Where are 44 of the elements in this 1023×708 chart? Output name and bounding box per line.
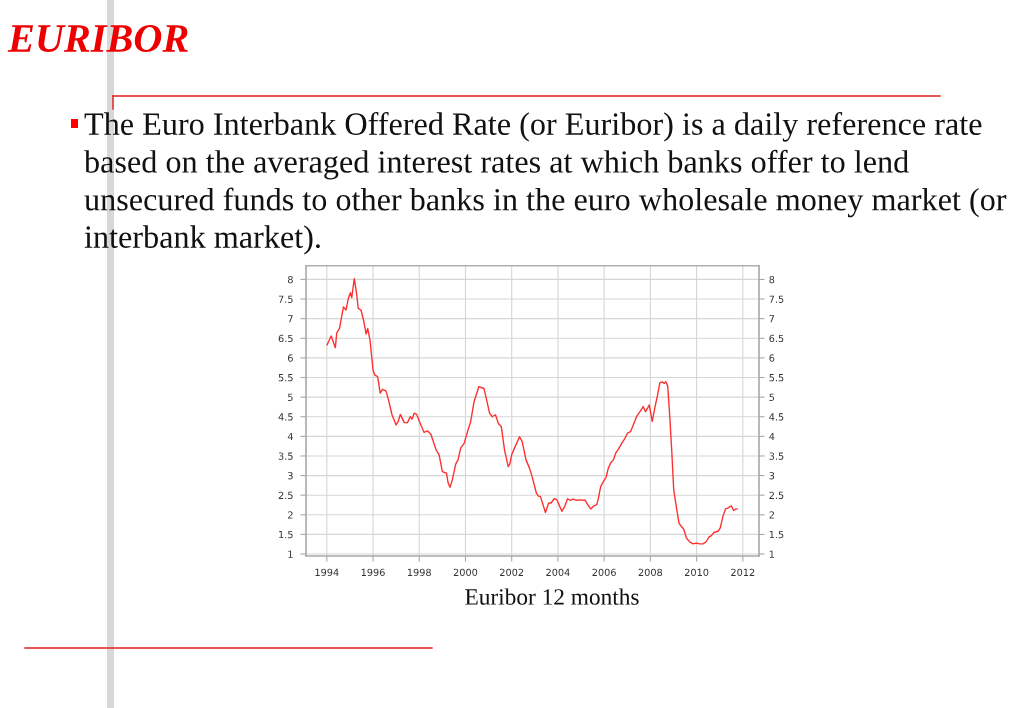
- y2-tick-label: 2.5: [769, 491, 784, 500]
- y-tick-label: 7.5: [278, 295, 293, 303]
- y-tick-label: 6: [287, 354, 293, 362]
- y2-tick-label: 5: [769, 393, 775, 401]
- y-tick-label: 2.5: [278, 491, 293, 500]
- x-tick-label: 1996: [361, 568, 385, 577]
- text: Euribor 12 months: [465, 588, 639, 605]
- text: The Euro Interbank Offered Rate (or Euribor) is a daily reference rate based on the averaged interest rates at which banks offer to lend unsecured funds to other banks in the euro wholesale money market (or interbank market).: [84, 112, 1007, 255]
- y2-tick-label: 6: [769, 354, 775, 362]
- x-tick-label: 2010: [684, 568, 709, 577]
- y2-tick-label: 6.5: [769, 334, 784, 343]
- x-tick-label: 2012: [731, 568, 755, 577]
- y-tick-label: 6.5: [278, 334, 293, 343]
- y-tick-label: 5: [288, 393, 293, 401]
- x-tick-label: 2004: [546, 568, 570, 577]
- y-tick-label: 3.5: [278, 452, 293, 460]
- y2-tick-label: 7.5: [769, 295, 784, 303]
- y2-tick-label: 8: [769, 275, 775, 284]
- y2-tick-label: 2: [769, 511, 774, 519]
- x-tick-label: 2006: [592, 568, 616, 577]
- y-tick-label: 3: [288, 472, 293, 480]
- x-tick-label: 2000: [453, 568, 478, 577]
- x-tick-label: 2008: [638, 568, 663, 577]
- y-tick-label: 7: [288, 315, 293, 323]
- y2-tick-label: 4.5: [769, 413, 784, 421]
- y-tick-label: 2: [288, 511, 293, 519]
- line-series: [326, 277, 738, 545]
- y2-tick-label: 3: [769, 472, 775, 480]
- y2-tick-label: 1.5: [769, 531, 784, 539]
- y2-tick-label: 4: [769, 432, 775, 441]
- y-tick-label: 5.5: [278, 374, 293, 382]
- y2-tick-label: 1: [769, 550, 775, 558]
- y2-tick-label: 7: [769, 315, 775, 323]
- y-tick-label: 1: [288, 550, 293, 558]
- chart-title: EURIBOR: [7, 25, 188, 53]
- y2-tick-label: 3.5: [769, 452, 784, 460]
- x-tick-label: 1994: [315, 568, 339, 577]
- y-tick-label: 8: [287, 275, 293, 284]
- y-tick-label: 1.5: [279, 531, 293, 539]
- x-tick-label: 1998: [407, 568, 431, 577]
- y-tick-label: 4: [287, 432, 293, 441]
- x-tick-label: 2002: [500, 568, 524, 577]
- y2-tick-label: 5.5: [769, 374, 784, 382]
- y-tick-label: 4.5: [278, 413, 293, 421]
